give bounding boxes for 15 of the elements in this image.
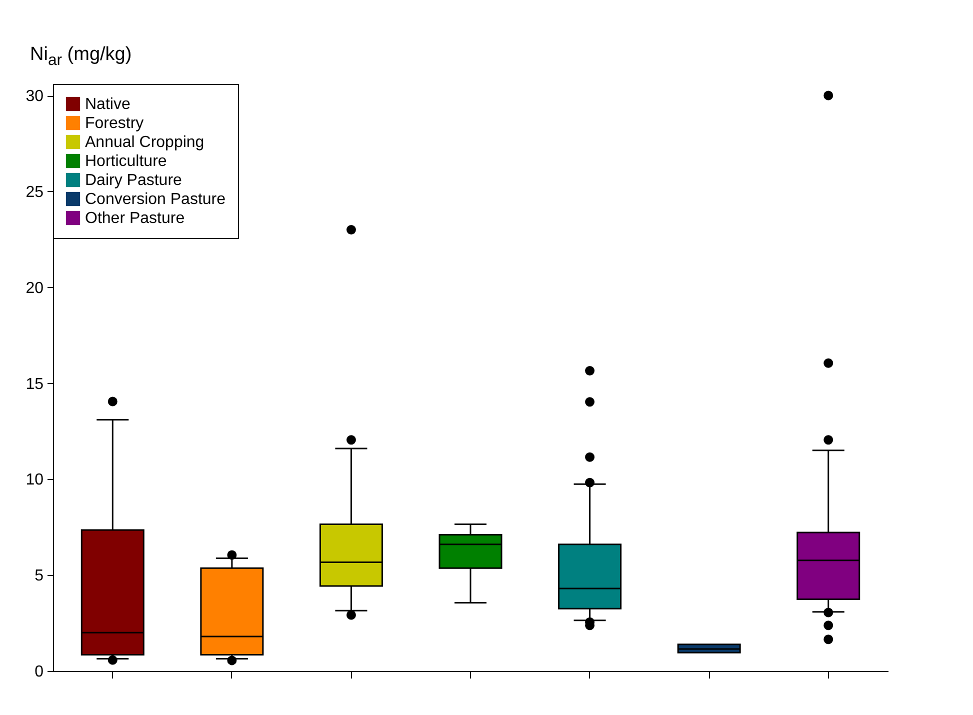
y-tick-label: 15 — [26, 376, 44, 393]
legend-label: Native — [85, 96, 130, 113]
legend-label: Horticulture — [85, 153, 167, 170]
legend-label: Annual Cropping — [85, 134, 204, 151]
y-tick-label: 20 — [26, 280, 44, 297]
legend-label: Other Pasture — [85, 210, 185, 227]
legend-label: Conversion Pasture — [85, 191, 226, 208]
y-tick-label: 10 — [26, 472, 44, 489]
y-axis-title: Ni$_{ar}$ (mg/kg) — [30, 44, 132, 70]
y-tick-label: 0 — [34, 664, 44, 680]
legend-label: Dairy Pasture — [85, 172, 182, 189]
y-tick-label: 30 — [26, 88, 44, 106]
legend-label: Forestry — [85, 115, 144, 132]
y-tick-label: 25 — [26, 184, 44, 201]
y-tick-label: 5 — [34, 568, 44, 585]
